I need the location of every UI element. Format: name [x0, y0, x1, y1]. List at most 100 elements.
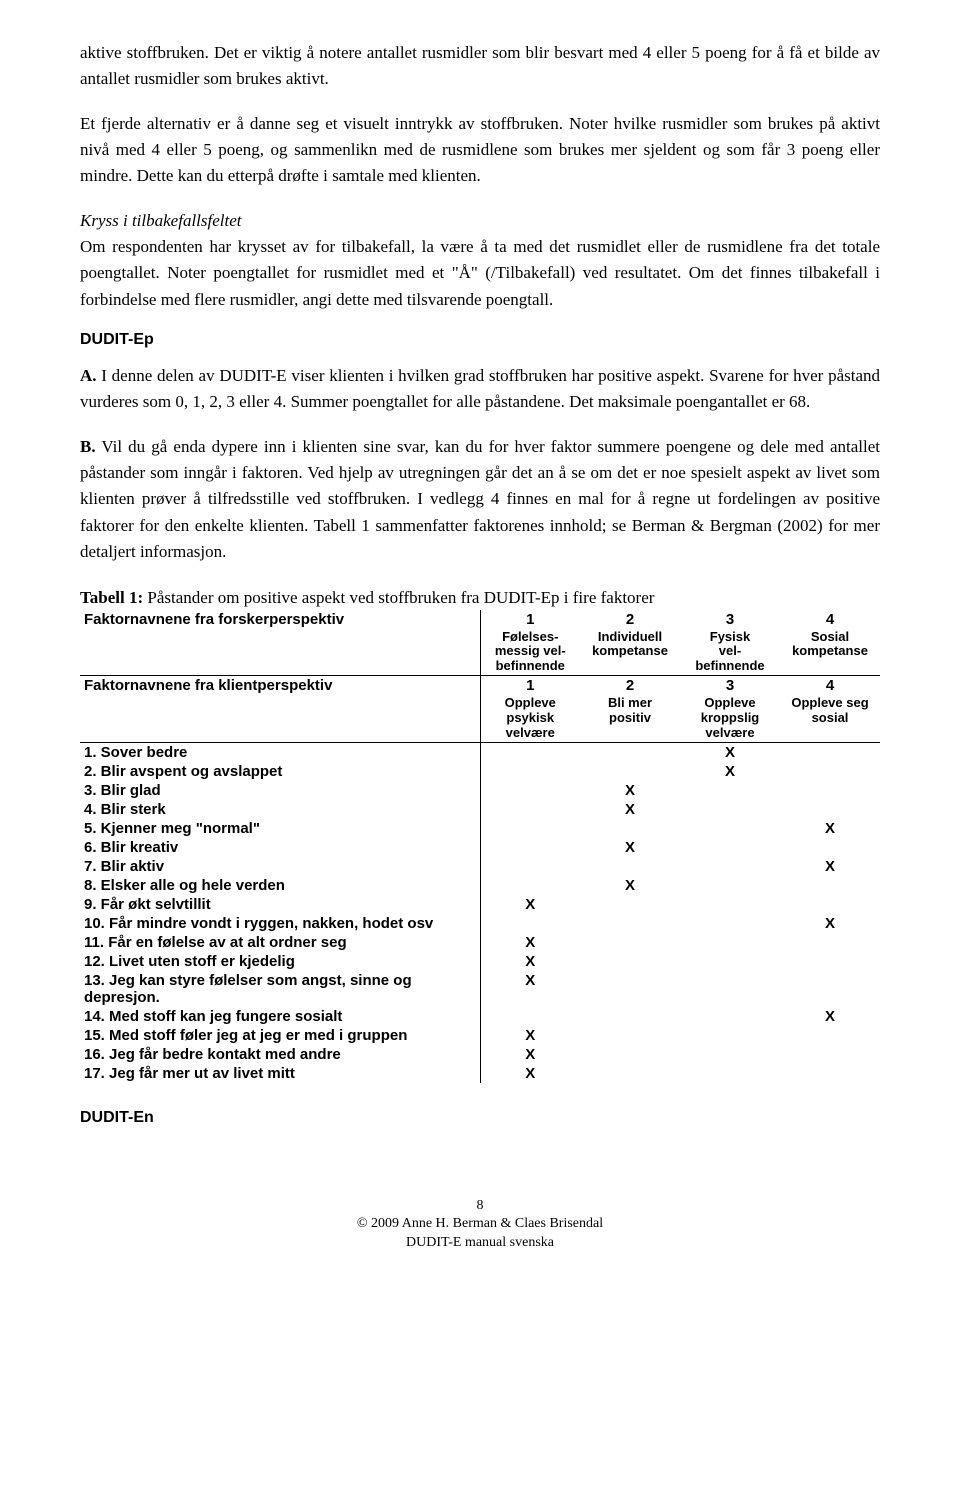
table-cell: X	[680, 762, 780, 781]
table-cell: 15. Med stoff føler jeg at jeg er med i …	[80, 1026, 480, 1045]
table-cell	[780, 876, 880, 895]
table-cell: 1	[480, 610, 580, 629]
table-cell	[480, 762, 580, 781]
table-cell	[580, 933, 680, 952]
table-row: 1. Sover bedreX	[80, 743, 880, 763]
table-cell	[480, 743, 580, 763]
table-row: 15. Med stoff føler jeg at jeg er med i …	[80, 1026, 880, 1045]
table-cell	[580, 819, 680, 838]
table-cell	[780, 895, 880, 914]
table-cell	[680, 1007, 780, 1026]
table-cell	[580, 1026, 680, 1045]
table-cell: Fysiskvel-befinnende	[680, 629, 780, 676]
table-cell	[680, 876, 780, 895]
table-row: 4. Blir sterkX	[80, 800, 880, 819]
table-cell	[680, 838, 780, 857]
table-row: 3. Blir gladX	[80, 781, 880, 800]
table-cell	[780, 781, 880, 800]
table-cell: 2. Blir avspent og avslappet	[80, 762, 480, 781]
table-cell: 3	[680, 676, 780, 696]
table-cell	[580, 952, 680, 971]
table-row: 2. Blir avspent og avslappet X	[80, 762, 880, 781]
table-cell	[480, 819, 580, 838]
table-cell	[480, 838, 580, 857]
table-title-bold: Tabell 1:	[80, 588, 143, 607]
dudit-ep-label: DUDIT-Ep	[80, 331, 880, 349]
table-row: 11. Får en følelse av at alt ordner segX	[80, 933, 880, 952]
table-cell	[580, 1045, 680, 1064]
table-cell	[680, 914, 780, 933]
table-cell	[480, 781, 580, 800]
paragraph-3: Om respondenten har krysset av for tilba…	[80, 237, 880, 309]
table-cell	[780, 762, 880, 781]
para-a-label: A.	[80, 366, 97, 385]
table-cell: Opplevepsykiskvelvære	[480, 695, 580, 742]
paragraph-a: A. I denne delen av DUDIT-E viser klient…	[80, 363, 880, 416]
table-cell	[780, 952, 880, 971]
table-row: 13. Jeg kan styre følelser som angst, si…	[80, 971, 880, 1007]
table-cell: 4	[780, 676, 880, 696]
table-cell	[780, 1064, 880, 1083]
table-cell: X	[480, 895, 580, 914]
table-cell: 16. Jeg får bedre kontakt med andre	[80, 1045, 480, 1064]
table-cell	[780, 971, 880, 1007]
table-row: 14. Med stoff kan jeg fungere sosialt X	[80, 1007, 880, 1026]
table-cell: X	[780, 857, 880, 876]
table-cell	[680, 933, 780, 952]
table-cell: 1. Sover bedre	[80, 743, 480, 763]
table-cell: X	[780, 1007, 880, 1026]
table-cell: 11. Får en følelse av at alt ordner seg	[80, 933, 480, 952]
table-cell: 4	[780, 610, 880, 629]
table-cell	[580, 914, 680, 933]
table-cell	[780, 1045, 880, 1064]
table-cell: X	[780, 914, 880, 933]
table-cell: Bli merpositiv	[580, 695, 680, 742]
table-cell	[680, 857, 780, 876]
paragraph-2: Et fjerde alternativ er å danne seg et v…	[80, 111, 880, 190]
table-cell: Faktornavnene fra klientperspektiv	[80, 676, 480, 696]
table-cell	[580, 762, 680, 781]
table-cell	[480, 914, 580, 933]
table-cell: X	[480, 1045, 580, 1064]
table-cell: X	[580, 876, 680, 895]
table-cell: 1	[480, 676, 580, 696]
table-cell	[80, 629, 480, 676]
table-cell: X	[480, 1026, 580, 1045]
table-cell	[680, 800, 780, 819]
paragraph-3-block: Kryss i tilbakefallsfeltet Om respondent…	[80, 208, 880, 313]
table-cell: X	[480, 952, 580, 971]
table-row: Følelses-messig vel-befinnendeIndividuel…	[80, 629, 880, 676]
table-cell: 13. Jeg kan styre følelser som angst, si…	[80, 971, 480, 1007]
table-row: OpplevepsykiskvelværeBli merpositivOpple…	[80, 695, 880, 742]
paragraph-1: aktive stoffbruken. Det er viktig å note…	[80, 40, 880, 93]
table-cell: 3. Blir glad	[80, 781, 480, 800]
table-cell: 14. Med stoff kan jeg fungere sosialt	[80, 1007, 480, 1026]
table-row: 9. Får økt selvtillitX	[80, 895, 880, 914]
table-cell: X	[580, 838, 680, 857]
table-cell	[680, 781, 780, 800]
table-cell	[580, 743, 680, 763]
table-cell: 5. Kjenner meg "normal"	[80, 819, 480, 838]
table-cell: 4. Blir sterk	[80, 800, 480, 819]
table-cell	[680, 1026, 780, 1045]
table-cell	[780, 933, 880, 952]
factor-table: Faktornavnene fra forskerperspektiv1234F…	[80, 610, 880, 1084]
table-cell	[680, 1045, 780, 1064]
table-title-rest: Påstander om positive aspekt ved stoffbr…	[143, 588, 654, 607]
table-row: 7. Blir aktivX	[80, 857, 880, 876]
table-row: 17. Jeg får mer ut av livet mittX	[80, 1064, 880, 1083]
table-row: 6. Blir kreativ X	[80, 838, 880, 857]
table-row: Faktornavnene fra klientperspektiv1234	[80, 676, 880, 696]
table-cell	[480, 857, 580, 876]
table-cell: X	[480, 971, 580, 1007]
table-cell: 3	[680, 610, 780, 629]
table-cell: X	[480, 933, 580, 952]
footer-page-number: 8	[80, 1197, 880, 1215]
table-cell: X	[780, 819, 880, 838]
table-cell: 6. Blir kreativ	[80, 838, 480, 857]
table-title: Tabell 1: Påstander om positive aspekt v…	[80, 588, 880, 608]
table-cell: Sosialkompetanse	[780, 629, 880, 676]
table-cell: Opplevekroppsligvelvære	[680, 695, 780, 742]
table-cell: 12. Livet uten stoff er kjedelig	[80, 952, 480, 971]
table-cell	[780, 800, 880, 819]
